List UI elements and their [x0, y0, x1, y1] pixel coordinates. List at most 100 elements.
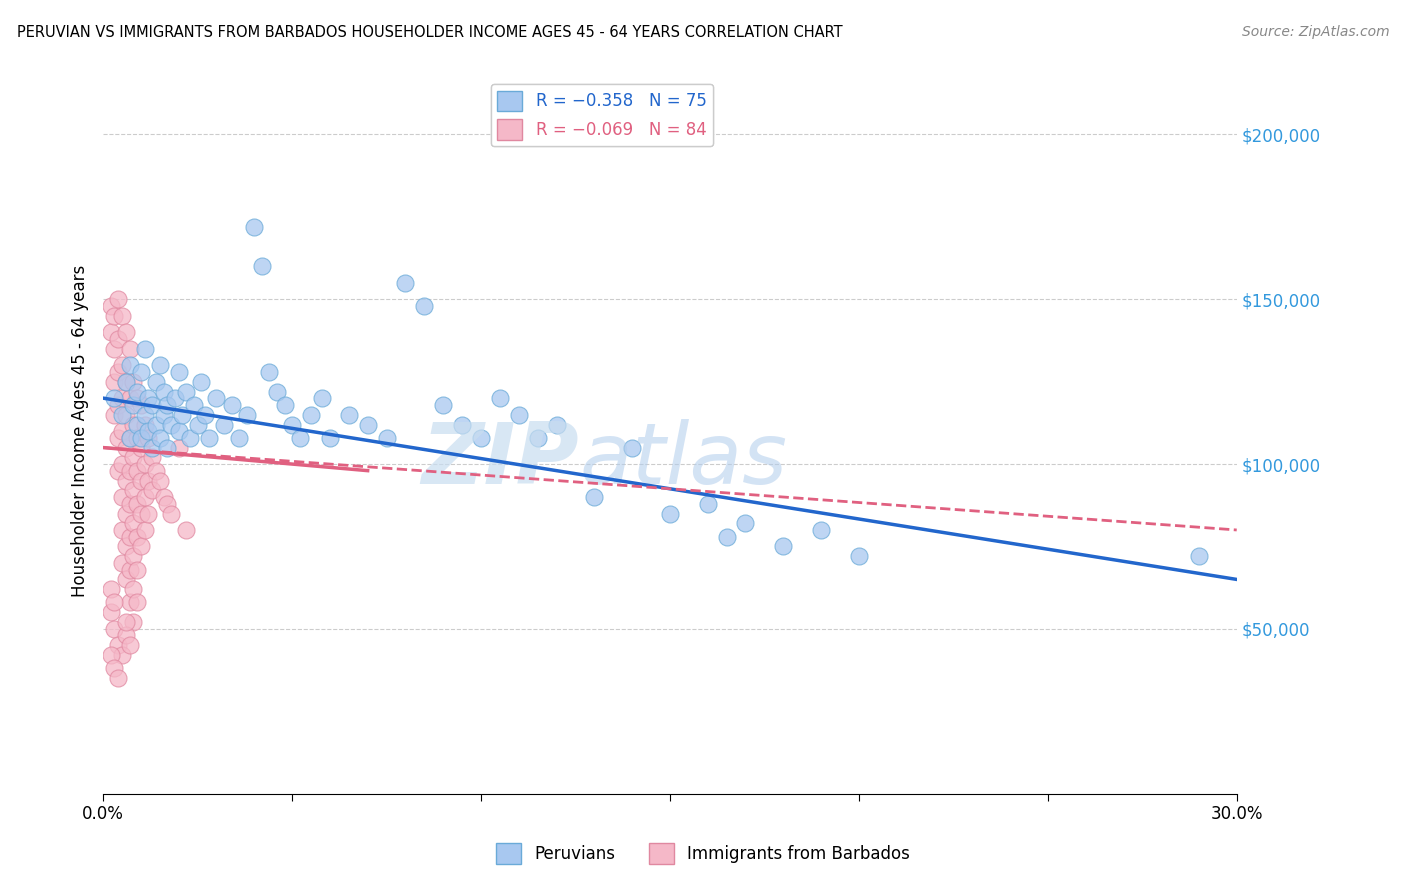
Point — [138, 391, 160, 405]
Point — [134, 342, 156, 356]
Point — [152, 408, 174, 422]
Point — [114, 507, 136, 521]
Point — [118, 342, 141, 356]
Point — [508, 408, 530, 422]
Point — [127, 497, 149, 511]
Point — [489, 391, 512, 405]
Point — [107, 671, 129, 685]
Legend: Peruvians, Immigrants from Barbados: Peruvians, Immigrants from Barbados — [489, 837, 917, 871]
Point — [772, 540, 794, 554]
Point — [583, 490, 606, 504]
Point — [198, 431, 221, 445]
Point — [311, 391, 333, 405]
Point — [122, 417, 145, 432]
Point — [160, 417, 183, 432]
Point — [319, 431, 342, 445]
Point — [118, 464, 141, 478]
Point — [107, 464, 129, 478]
Point — [100, 299, 122, 313]
Point — [470, 431, 492, 445]
Point — [356, 417, 378, 432]
Point — [111, 523, 134, 537]
Point — [111, 424, 134, 438]
Point — [281, 417, 304, 432]
Point — [111, 391, 134, 405]
Point — [337, 408, 360, 422]
Point — [138, 474, 160, 488]
Point — [118, 638, 141, 652]
Point — [107, 332, 129, 346]
Point — [129, 441, 152, 455]
Point — [734, 516, 756, 531]
Point — [266, 384, 288, 399]
Point — [107, 365, 129, 379]
Point — [100, 648, 122, 663]
Point — [122, 483, 145, 498]
Point — [299, 408, 322, 422]
Point — [114, 573, 136, 587]
Point — [167, 424, 190, 438]
Point — [259, 365, 281, 379]
Point — [212, 417, 235, 432]
Point — [100, 582, 122, 597]
Point — [114, 474, 136, 488]
Point — [100, 325, 122, 339]
Point — [118, 391, 141, 405]
Point — [149, 358, 172, 372]
Point — [122, 375, 145, 389]
Point — [114, 408, 136, 422]
Text: ZIP: ZIP — [422, 418, 579, 501]
Point — [103, 408, 125, 422]
Point — [288, 431, 311, 445]
Point — [621, 441, 644, 455]
Point — [179, 431, 201, 445]
Point — [138, 424, 160, 438]
Point — [141, 441, 163, 455]
Point — [141, 398, 163, 412]
Point — [134, 457, 156, 471]
Point — [696, 497, 718, 511]
Point — [187, 417, 209, 432]
Point — [149, 474, 172, 488]
Point — [111, 358, 134, 372]
Text: atlas: atlas — [579, 418, 787, 501]
Point — [129, 431, 152, 445]
Point — [172, 408, 194, 422]
Point — [134, 408, 156, 422]
Point — [103, 375, 125, 389]
Point — [1188, 549, 1211, 564]
Text: PERUVIAN VS IMMIGRANTS FROM BARBADOS HOUSEHOLDER INCOME AGES 45 - 64 YEARS CORRE: PERUVIAN VS IMMIGRANTS FROM BARBADOS HOU… — [17, 25, 842, 40]
Point — [122, 516, 145, 531]
Point — [163, 391, 186, 405]
Point — [122, 582, 145, 597]
Point — [107, 431, 129, 445]
Point — [127, 391, 149, 405]
Point — [145, 375, 167, 389]
Point — [141, 450, 163, 465]
Point — [103, 595, 125, 609]
Point — [375, 431, 398, 445]
Point — [118, 595, 141, 609]
Point — [127, 384, 149, 399]
Point — [152, 384, 174, 399]
Point — [546, 417, 568, 432]
Point — [129, 540, 152, 554]
Point — [103, 391, 125, 405]
Point — [145, 464, 167, 478]
Point — [129, 398, 152, 412]
Point — [138, 431, 160, 445]
Point — [526, 431, 548, 445]
Point — [129, 365, 152, 379]
Point — [273, 398, 295, 412]
Point — [107, 638, 129, 652]
Point — [114, 441, 136, 455]
Point — [118, 431, 141, 445]
Point — [156, 398, 179, 412]
Point — [114, 615, 136, 630]
Point — [167, 365, 190, 379]
Point — [118, 530, 141, 544]
Point — [122, 398, 145, 412]
Point — [103, 342, 125, 356]
Point — [118, 497, 141, 511]
Point — [114, 628, 136, 642]
